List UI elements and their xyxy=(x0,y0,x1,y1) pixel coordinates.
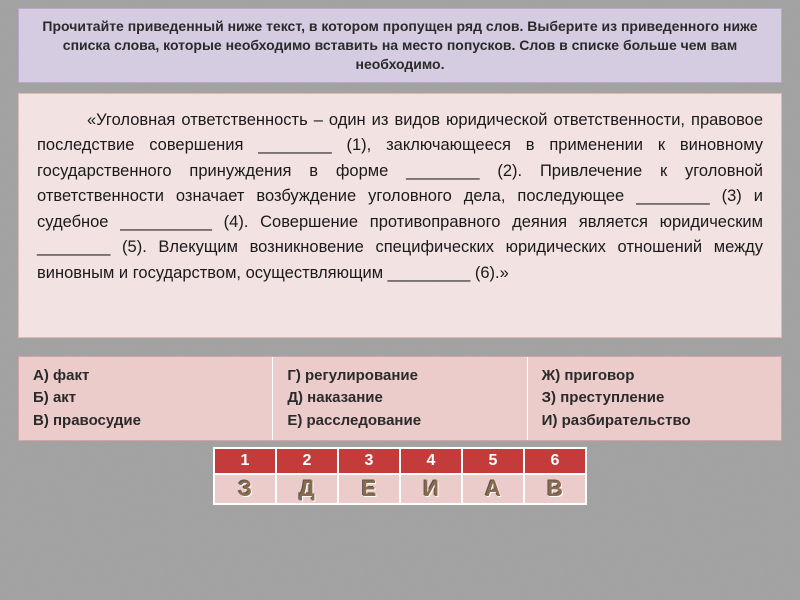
passage-text: «Уголовная ответственность – один из вид… xyxy=(37,111,763,282)
answer-cell-2: Д xyxy=(276,474,338,504)
answers-header-5: 5 xyxy=(462,448,524,474)
option-i: И) разбирательство xyxy=(542,410,767,433)
answer-cell-6: В xyxy=(524,474,586,504)
answers-header-3: 3 xyxy=(338,448,400,474)
option-b: Б) акт xyxy=(33,387,258,410)
answers-value-row: З Д Е И А В xyxy=(214,474,586,504)
answer-cell-1: З xyxy=(214,474,276,504)
option-g: Г) регулирование xyxy=(287,365,512,388)
option-e: Е) расследование xyxy=(287,410,512,433)
answers-header-1: 1 xyxy=(214,448,276,474)
answer-cell-3: Е xyxy=(338,474,400,504)
answer-cell-5: А xyxy=(462,474,524,504)
option-v: В) правосудие xyxy=(33,410,258,433)
option-a: А) факт xyxy=(33,365,258,388)
answers-header-6: 6 xyxy=(524,448,586,474)
option-zh: Ж) приговор xyxy=(542,365,767,388)
instructions-box: Прочитайте приведенный ниже текст, в кот… xyxy=(18,8,782,83)
options-col-3: Ж) приговор З) преступление И) разбирате… xyxy=(528,357,781,441)
options-col-2: Г) регулирование Д) наказание Е) расслед… xyxy=(273,357,527,441)
slide: Прочитайте приведенный ниже текст, в кот… xyxy=(0,0,800,600)
answers-table: 1 2 3 4 5 6 З Д Е И А В xyxy=(213,447,587,505)
options-box: А) факт Б) акт В) правосудие Г) регулиро… xyxy=(18,356,782,442)
option-d: Д) наказание xyxy=(287,387,512,410)
instructions-text: Прочитайте приведенный ниже текст, в кот… xyxy=(42,18,757,72)
answers-header-2: 2 xyxy=(276,448,338,474)
answers-header-row: 1 2 3 4 5 6 xyxy=(214,448,586,474)
answers-header-4: 4 xyxy=(400,448,462,474)
option-z: З) преступление xyxy=(542,387,767,410)
options-col-1: А) факт Б) акт В) правосудие xyxy=(19,357,273,441)
answer-cell-4: И xyxy=(400,474,462,504)
passage-box: «Уголовная ответственность – один из вид… xyxy=(18,93,782,338)
